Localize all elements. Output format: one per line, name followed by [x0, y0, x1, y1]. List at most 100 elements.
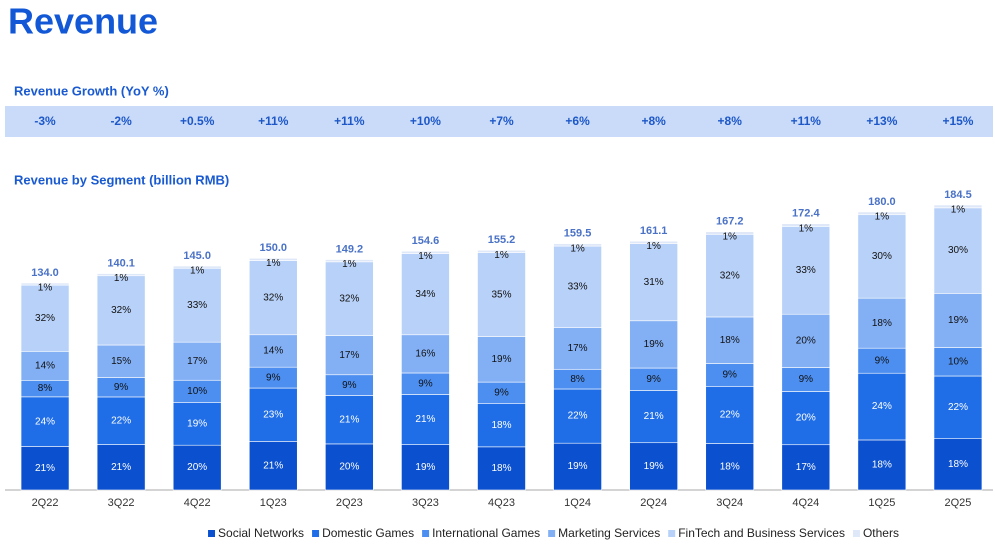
bar-segment: [553, 388, 602, 444]
growth-label: +11%: [258, 114, 289, 128]
segment-label: 35%: [491, 289, 511, 300]
x-tick-label: 3Q22: [108, 497, 135, 509]
segment-label: 21%: [644, 411, 664, 422]
segment-label: 18%: [491, 420, 511, 431]
legend-swatch: [852, 530, 860, 537]
segment-label: 1%: [951, 205, 966, 216]
segment-label: 1%: [799, 223, 814, 234]
bar-segment: [20, 446, 70, 491]
bar-segment: [325, 261, 374, 336]
segment-label: 33%: [796, 265, 816, 276]
bar-segment: [933, 347, 983, 377]
segment-label: 21%: [415, 414, 435, 425]
segment-label: 14%: [263, 346, 283, 357]
bar-segment: [629, 390, 678, 444]
growth-label: +15%: [942, 114, 973, 128]
bar-segment: [248, 387, 298, 442]
growth-strip: [5, 106, 993, 137]
growth-label: +8%: [718, 114, 743, 128]
segment-label: 1%: [114, 273, 129, 284]
total-label: 140.1: [107, 257, 135, 269]
bar-segment: [781, 391, 831, 446]
segment-label: 9%: [646, 374, 661, 385]
segment-label: 23%: [263, 409, 283, 420]
segment-label: 18%: [720, 461, 740, 472]
bar-segment: [477, 336, 526, 383]
segment-label: 18%: [491, 463, 511, 474]
segment-label: 1%: [38, 283, 53, 294]
segment-label: 17%: [568, 343, 588, 354]
bar-segment: [857, 214, 907, 299]
segment-label: 19%: [187, 419, 207, 430]
x-tick-label: 1Q23: [260, 497, 287, 509]
total-label: 150.0: [260, 242, 288, 254]
segment-label: 19%: [491, 354, 511, 365]
segment-label: 18%: [948, 459, 968, 470]
bar-segment: [933, 438, 983, 491]
segment-label: 22%: [111, 415, 131, 426]
legend-swatch: [422, 530, 430, 537]
chart-title: Revenue: [8, 1, 158, 42]
bar-segment: [477, 252, 526, 337]
x-tick-label: 4Q22: [184, 497, 211, 509]
bar-segment: [933, 204, 983, 209]
bar-segment: [629, 442, 678, 491]
segment-label: 1%: [266, 258, 281, 269]
segment-label: 24%: [35, 416, 55, 427]
bar-segment: [629, 243, 678, 322]
segment-label: 19%: [568, 461, 588, 472]
growth-label: +6%: [565, 114, 590, 128]
segment-label: 32%: [35, 313, 55, 324]
growth-label: -2%: [110, 114, 132, 128]
growth-label: -3%: [34, 114, 56, 128]
x-tick-label: 2Q23: [336, 497, 363, 509]
bar-segment: [857, 347, 907, 374]
total-label: 155.2: [488, 234, 516, 246]
growth-label: +13%: [866, 114, 897, 128]
segment-label: 1%: [418, 251, 433, 262]
bar-segment: [933, 293, 983, 348]
segment-label: 17%: [187, 356, 207, 367]
segment-label: 20%: [796, 336, 816, 347]
segment-label: 21%: [263, 460, 283, 471]
bar-segment: [172, 444, 222, 491]
segment-label: 9%: [494, 388, 509, 399]
bar-segment: [96, 396, 146, 445]
segment-label: 32%: [111, 305, 131, 316]
growth-label: +8%: [641, 114, 666, 128]
bar-segment: [629, 320, 678, 369]
segment-label: 9%: [875, 355, 890, 366]
growth-label: +10%: [410, 114, 441, 128]
bar-segment: [172, 341, 222, 381]
segment-label: 9%: [342, 380, 357, 391]
segment-label: 19%: [644, 339, 664, 350]
total-label: 161.1: [640, 225, 668, 237]
bar-segment: [857, 297, 907, 349]
legend-swatch: [548, 530, 556, 537]
bar-segment: [325, 335, 374, 376]
x-tick-label: 2Q24: [640, 497, 667, 509]
total-label: 145.0: [183, 250, 211, 262]
bar-segment: [172, 265, 222, 269]
segment-label: 21%: [35, 463, 55, 474]
bar-segment: [248, 441, 298, 491]
legend-label: Others: [863, 526, 899, 540]
bar-segment: [401, 444, 450, 491]
segment-label: 33%: [568, 281, 588, 292]
segment-label: 1%: [875, 212, 890, 223]
growth-label: +7%: [489, 114, 514, 128]
legend-label: International Games: [432, 526, 540, 540]
segment-label: 1%: [190, 266, 205, 277]
segment-label: 16%: [415, 349, 435, 360]
bar-segment: [325, 443, 374, 491]
segment-label: 8%: [570, 374, 585, 385]
segment-label: 8%: [38, 383, 53, 394]
x-tick-label: 3Q24: [716, 497, 743, 509]
x-tick-label: 2Q22: [32, 497, 59, 509]
segment-label: 1%: [494, 250, 509, 261]
growth-label: +11%: [791, 114, 822, 128]
bar-segment: [857, 372, 907, 441]
bar-segment: [781, 226, 831, 315]
bar-segment: [20, 351, 70, 381]
